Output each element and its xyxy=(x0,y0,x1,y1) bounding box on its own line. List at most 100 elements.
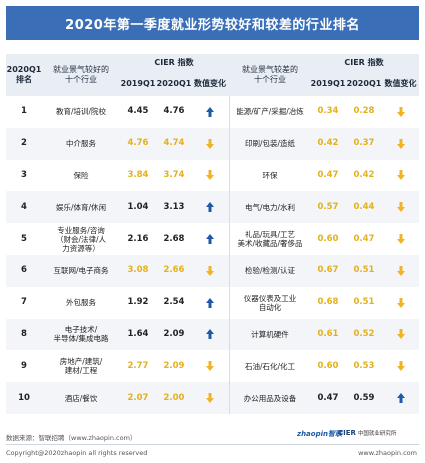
bad-2020-value: 0.51 xyxy=(353,297,375,308)
header-2019-left: 2019Q1 xyxy=(120,79,156,88)
good-industry-cell: 互联网/电子商务 xyxy=(53,266,109,276)
bad-2020-value: 0.59 xyxy=(353,392,375,403)
up-arrow-icon xyxy=(192,223,228,255)
column-divider xyxy=(229,254,230,287)
good-industry-cell: 教育/培训/院校 xyxy=(55,107,107,117)
column-divider xyxy=(229,223,230,255)
table-row: 2 中介服务 4.76 4.74 印刷/包装/造纸 0.42 0.37 xyxy=(6,127,419,160)
good-2019-value: 3.08 xyxy=(127,265,149,276)
bad-industry-cell: 能源/矿产/采掘/冶炼 xyxy=(236,107,304,117)
table-row: 1 教育/培训/院校 4.45 4.76 能源/矿产/采掘/冶炼 0.34 0.28 xyxy=(6,96,419,128)
rank-cell: 2 xyxy=(21,138,27,149)
good-2019-value: 1.64 xyxy=(127,328,149,339)
bad-2020-value: 0.28 xyxy=(353,106,375,117)
bad-2019-value: 0.60 xyxy=(317,233,339,244)
good-2019-value: 3.84 xyxy=(127,169,149,180)
column-divider xyxy=(229,318,230,351)
header-good-industry: 就业景气较好的 十个行业 xyxy=(53,65,109,84)
bad-industry-cell: 环保 xyxy=(262,170,278,180)
good-2020-value: 2.00 xyxy=(163,392,185,403)
rank-cell: 8 xyxy=(21,328,27,339)
bad-2020-value: 0.42 xyxy=(353,169,375,180)
header-2020-right: 2020Q1 xyxy=(346,79,382,88)
good-2019-value: 2.16 xyxy=(127,233,149,244)
up-arrow-icon xyxy=(192,319,228,351)
bad-2020-value: 0.52 xyxy=(353,328,375,339)
rank-cell: 7 xyxy=(21,297,27,308)
up-arrow-icon xyxy=(382,382,419,414)
column-divider xyxy=(229,350,230,383)
rank-cell: 4 xyxy=(21,201,27,212)
down-arrow-icon xyxy=(382,128,419,160)
down-arrow-icon xyxy=(192,160,228,192)
down-arrow-icon xyxy=(382,287,419,319)
footer-divider xyxy=(6,444,419,445)
header-rank: 2020Q1 排名 xyxy=(6,65,42,84)
header-2020-left: 2020Q1 xyxy=(156,79,192,88)
header-change-left: 数值变化 xyxy=(194,79,226,88)
rank-cell: 5 xyxy=(21,233,27,244)
cier-logo-subtitle: 中国就业研究所 xyxy=(357,431,397,437)
down-arrow-icon xyxy=(382,350,419,382)
bad-industry-cell: 办公用品及设备 xyxy=(243,393,297,403)
bad-2019-value: 0.68 xyxy=(317,297,339,308)
copyright-text: Copyright@2020zhaopin all rights reserve… xyxy=(6,449,148,457)
table-row: 5 专业服务/咨询 （财会/法律/人 力资源等） 2.16 2.68 礼品/玩具/工艺 … xyxy=(6,223,419,255)
bad-2020-value: 0.47 xyxy=(353,233,375,244)
good-2019-value: 4.45 xyxy=(127,106,149,117)
rank-cell: 6 xyxy=(21,265,27,276)
ranking-table: 2020Q1 排名 就业景气较好的 十个行业 CIER 指数 2019Q1 20… xyxy=(6,54,419,414)
site-url: www.zhaopin.com xyxy=(358,449,417,457)
down-arrow-icon xyxy=(382,255,419,287)
header-change-right: 数值变化 xyxy=(384,79,417,88)
down-arrow-icon xyxy=(382,191,419,223)
good-industry-cell: 保险 xyxy=(73,170,89,180)
good-2019-value: 2.77 xyxy=(127,360,149,371)
good-2020-value: 2.54 xyxy=(163,297,185,308)
bad-industry-cell: 电气/电力/水利 xyxy=(244,202,296,212)
table-header: 2020Q1 排名 就业景气较好的 十个行业 CIER 指数 2019Q1 20… xyxy=(6,54,419,96)
table-row: 8 电子技术/ 半导体/集成电路 1.64 2.09 计算机硬件 0.61 0.52 xyxy=(6,318,419,351)
header-cier-left: CIER 指数 xyxy=(154,58,194,67)
down-arrow-icon xyxy=(192,382,228,414)
good-2020-value: 3.13 xyxy=(163,201,185,212)
up-arrow-icon xyxy=(192,96,228,128)
bad-2020-value: 0.51 xyxy=(353,265,375,276)
table-row: 10 酒店/餐饮 2.07 2.00 办公用品及设备 0.47 0.59 xyxy=(6,382,419,414)
bad-industry-cell: 礼品/玩具/工艺 美术/收藏品/奢侈品 xyxy=(237,230,303,249)
bad-2019-value: 0.34 xyxy=(317,106,339,117)
column-divider xyxy=(229,127,230,160)
good-2020-value: 2.09 xyxy=(163,328,185,339)
column-divider xyxy=(229,159,230,192)
rank-cell: 1 xyxy=(21,106,27,117)
bad-2020-value: 0.53 xyxy=(353,360,375,371)
table-row: 6 互联网/电子商务 3.08 2.66 检验/检测/认证 0.67 0.51 xyxy=(6,254,419,287)
down-arrow-icon xyxy=(382,160,419,192)
up-arrow-icon xyxy=(192,191,228,223)
good-2020-value: 2.09 xyxy=(163,360,185,371)
bad-2019-value: 0.57 xyxy=(317,201,339,212)
good-industry-cell: 房地产/建筑/ 建材/工程 xyxy=(59,357,103,376)
cier-logo-text: CIER xyxy=(338,429,356,437)
good-industry-cell: 电子技术/ 半导体/集成电路 xyxy=(53,325,109,344)
bad-2020-value: 0.37 xyxy=(353,138,375,149)
bad-2020-value: 0.44 xyxy=(353,201,375,212)
good-2019-value: 2.07 xyxy=(127,392,149,403)
bad-2019-value: 0.42 xyxy=(317,138,339,149)
table-body: 1 教育/培训/院校 4.45 4.76 能源/矿产/采掘/冶炼 0.34 0.28 2 中介服… xyxy=(6,96,419,414)
good-2019-value: 1.92 xyxy=(127,297,149,308)
down-arrow-icon xyxy=(382,96,419,128)
down-arrow-icon xyxy=(192,350,228,382)
bad-industry-cell: 石油/石化/化工 xyxy=(244,361,296,371)
good-industry-cell: 酒店/餐饮 xyxy=(64,393,98,403)
column-divider xyxy=(229,96,230,128)
column-divider xyxy=(229,286,230,319)
bad-2019-value: 0.47 xyxy=(317,169,339,180)
good-industry-cell: 中介服务 xyxy=(66,139,96,149)
source-note: 数据来源：智联招聘（www.zhaopin.com） xyxy=(6,434,137,442)
header-cier-right: CIER 指数 xyxy=(344,58,384,67)
good-2019-value: 4.76 xyxy=(127,138,149,149)
bad-2019-value: 0.61 xyxy=(317,328,339,339)
table-row: 7 外包服务 1.92 2.54 仪器仪表及工业 自动化 0.68 0.51 xyxy=(6,286,419,319)
bad-2019-value: 0.60 xyxy=(317,360,339,371)
